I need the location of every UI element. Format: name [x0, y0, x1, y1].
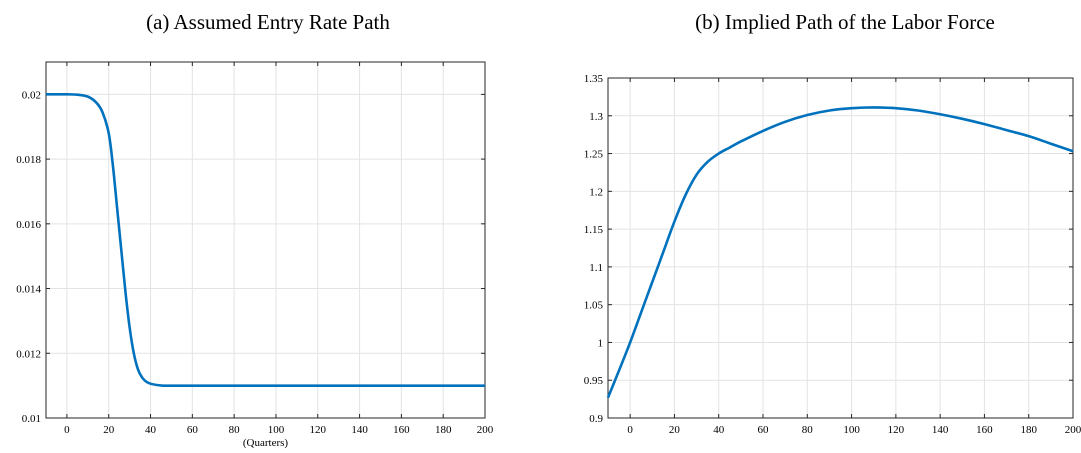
chart-a-ytick-label: 0.014 [16, 284, 41, 296]
chart-b-ytick-label: 1.3 [589, 111, 603, 123]
chart-b-ytick-label: 1.2 [589, 186, 603, 198]
chart-a-xtick-label: 60 [187, 424, 199, 436]
chart-b-xtick-label: 100 [843, 424, 860, 436]
chart-a-ytick-label: 0.012 [16, 348, 41, 360]
chart-b-ytick-label: 1 [598, 337, 604, 349]
chart-a-xtick-label: 120 [310, 424, 327, 436]
chart-b-xtick-label: 20 [669, 424, 681, 436]
chart-b-series-line [606, 106, 1074, 399]
chart-b-xtick-label: 140 [932, 424, 949, 436]
chart-b-xtick-label: 60 [758, 424, 770, 436]
chart-a-xtick-label: 80 [229, 424, 241, 436]
chart-b-xtick-label: 160 [976, 424, 993, 436]
chart-a-xtick-label: 20 [103, 424, 115, 436]
chart-b-ytick-label: 1.1 [589, 262, 603, 274]
chart-a-xtick-label: 200 [477, 424, 494, 436]
chart-b-axes-box [607, 77, 1074, 419]
chart-b-ytick-label: 1.05 [584, 300, 604, 312]
chart-a-ytick-label: 0.018 [16, 154, 41, 166]
chart-b-xtick-label: 0 [627, 424, 633, 436]
chart-b-ytick-label: 1.35 [584, 73, 604, 85]
chart-a-xtick-label: 40 [145, 424, 157, 436]
chart-b-xtick-label: 120 [888, 424, 905, 436]
chart-b-xtick-label: 80 [802, 424, 814, 436]
chart-a-xtick-label: 100 [268, 424, 285, 436]
chart-a-xtick-label: 180 [435, 424, 452, 436]
chart-a-xlabel: (Quarters) [243, 437, 289, 449]
chart-a-axes-box [45, 61, 486, 419]
chart-a-xtick-label: 140 [351, 424, 368, 436]
chart-b-ytick-label: 0.95 [584, 375, 604, 387]
chart-a: 0 20 40 60 80 100 120 140 160 180 200 0.01 0.012 0.01… [16, 61, 494, 449]
chart-a-xtick-label: 160 [393, 424, 410, 436]
chart-a-ytick-label: 0.01 [22, 413, 41, 425]
chart-a-ytick-label: 0.02 [22, 89, 41, 101]
chart-b-xtick-label: 200 [1065, 424, 1081, 436]
chart-a-xtick-label: 0 [64, 424, 70, 436]
chart-a-ytick-label: 0.016 [16, 219, 41, 231]
chart-b: 0 20 40 60 80 100 120 140 160 180 200 0.9 0.95 1 1.05 1… [584, 73, 1081, 436]
chart-a-title: (a) Assumed Entry Rate Path [146, 10, 390, 34]
chart-b-title: (b) Implied Path of the Labor Force [695, 10, 995, 34]
chart-b-xtick-label: 40 [713, 424, 725, 436]
chart-b-ytick-label: 1.15 [584, 224, 604, 236]
chart-a-series-line [45, 93, 485, 387]
chart-b-xtick-label: 180 [1020, 424, 1037, 436]
chart-b-ytick-label: 0.9 [589, 413, 603, 425]
chart-b-ytick-label: 1.25 [584, 149, 604, 161]
